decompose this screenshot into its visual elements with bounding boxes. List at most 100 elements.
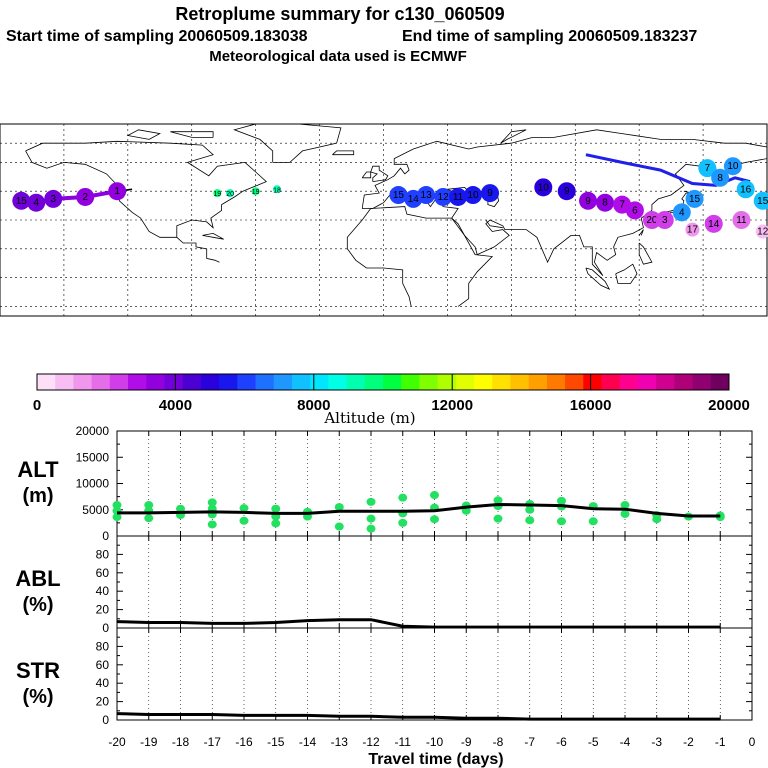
trajectory-point-marker (698, 159, 717, 178)
trajectory-point-marker (76, 187, 95, 206)
x-tick-label: -5 (588, 735, 599, 749)
alt-scatter-point (334, 503, 344, 512)
colorbar-frame (36, 373, 730, 391)
x-tick-label: -7 (524, 735, 535, 749)
trajectory-point: 15 (685, 189, 704, 208)
sampling-start-time: Start time of sampling 20060509.183038 (6, 28, 308, 45)
trajectory-point-marker (685, 222, 700, 237)
alt-scatter-point (366, 514, 376, 523)
trajectory-point-marker (596, 193, 615, 212)
colorbar-swatch (91, 374, 111, 390)
alt-scatter-point (652, 515, 662, 524)
x-tick-label: -15 (267, 735, 285, 749)
colorbar-swatch (364, 374, 384, 390)
trajectory-point-label: 7 (619, 200, 625, 211)
x-tick-label: 0 (749, 735, 756, 749)
trajectory-point: 19 (213, 189, 222, 198)
colorbar-swatch (546, 374, 566, 390)
trajectory-point: 15 (12, 191, 31, 210)
panel-y-tick-label: 20 (96, 695, 110, 709)
trajectory-point-label: 15 (757, 196, 768, 207)
colorbar-swatch (656, 374, 675, 390)
trajectory-point: 15 (753, 191, 768, 210)
panel-y-tick-label: 60 (96, 658, 110, 672)
alt-scatter-point (493, 514, 503, 523)
trajectory-point-marker (463, 186, 482, 205)
trajectory-point-marker (723, 157, 742, 176)
trajectory-point-marker (434, 187, 453, 206)
coastline-path (233, 123, 342, 163)
panel-label: ALT (17, 457, 59, 482)
colorbar-swatch (200, 374, 220, 390)
trajectory-point-label: 8 (717, 173, 723, 184)
trajectory-point-label: 12 (757, 227, 768, 238)
coastline-path (176, 237, 220, 263)
x-tick-label: -20 (108, 735, 126, 749)
panel-y-tick-label: 60 (96, 566, 110, 580)
colorbar-swatch (692, 374, 712, 390)
colorbar-swatch (128, 374, 147, 390)
alt-scatter-point (525, 516, 535, 525)
colorbar-swatch (37, 374, 56, 390)
colorbar-swatch (674, 374, 694, 390)
sampling-end-time: End time of sampling 20060509.183237 (402, 28, 697, 45)
colorbar-swatch (583, 374, 603, 390)
trajectory-point-label: 14 (708, 219, 720, 230)
panel-y-tick-label: 80 (96, 547, 110, 561)
trajectory-line-asia (585, 153, 751, 187)
trajectory-point-label: 16 (740, 184, 752, 195)
x-tick-label: -6 (556, 735, 567, 749)
colorbar-swatch (237, 374, 257, 390)
trajectory-point: 15 (389, 186, 408, 205)
colorbar-swatch (346, 374, 366, 390)
coastline-path (370, 165, 389, 182)
trajectory-point-marker (12, 191, 31, 210)
coastline-path (500, 129, 527, 144)
trajectory-point-label: 9 (564, 186, 570, 197)
alt-scatter-point (239, 504, 249, 513)
trajectory-point-marker (251, 187, 260, 196)
panel-y-tick-label: 15000 (76, 450, 110, 464)
colorbar-swatch (164, 374, 184, 390)
trajectory-point: 19 (251, 187, 260, 196)
trajectory-point-marker (704, 214, 723, 233)
trajectory-point: 3 (44, 189, 63, 208)
x-axis-label: Travel time (days) (368, 751, 503, 768)
trajectory-point-label: 10 (467, 190, 479, 201)
alt-scatter-point (620, 501, 630, 510)
trajectory-point-marker (736, 180, 755, 199)
coastline-path (485, 219, 503, 229)
x-tick-label: -11 (395, 735, 412, 749)
trajectory-point-marker (272, 185, 281, 194)
str-line (116, 712, 721, 721)
coastline-path (332, 150, 355, 156)
trajectory-point-label: 8 (602, 198, 608, 209)
trajectory-point: 10 (723, 157, 742, 176)
trajectory-point: 1 (108, 182, 127, 201)
panel-str: 0 20 40 60 80 STR (%) (16, 627, 753, 727)
alt-scatter-point (366, 497, 376, 506)
trajectory-point: 20 (226, 189, 235, 198)
trajectory-point: 2 (76, 187, 95, 206)
colorbar-swatch (437, 374, 457, 390)
colorbar-swatch (291, 374, 311, 390)
trajectory-point: 17 (685, 222, 700, 237)
trajectory-point-marker (27, 193, 46, 212)
panel-y-tick-label: 0 (102, 529, 109, 543)
alt-scatter-point (334, 522, 344, 531)
colorbar-tick-label: 12000 (431, 397, 473, 414)
trajectory-point: 18 (272, 185, 281, 194)
trajectory-point-label: 11 (736, 215, 747, 226)
trajectory-point-marker (579, 191, 598, 210)
panel-y-tick-label: 40 (96, 584, 110, 598)
trajectory-point-marker (417, 186, 436, 205)
colorbar-tick-label: 0 (33, 397, 41, 414)
trajectory-point-label: 11 (453, 192, 464, 203)
trajectory-point: 4 (672, 203, 691, 222)
trajectory-point: 13 (417, 186, 436, 205)
trajectory-point: 11 (449, 187, 468, 206)
coastline-path (638, 229, 644, 236)
colorbar-tick-label: 16000 (570, 397, 612, 414)
